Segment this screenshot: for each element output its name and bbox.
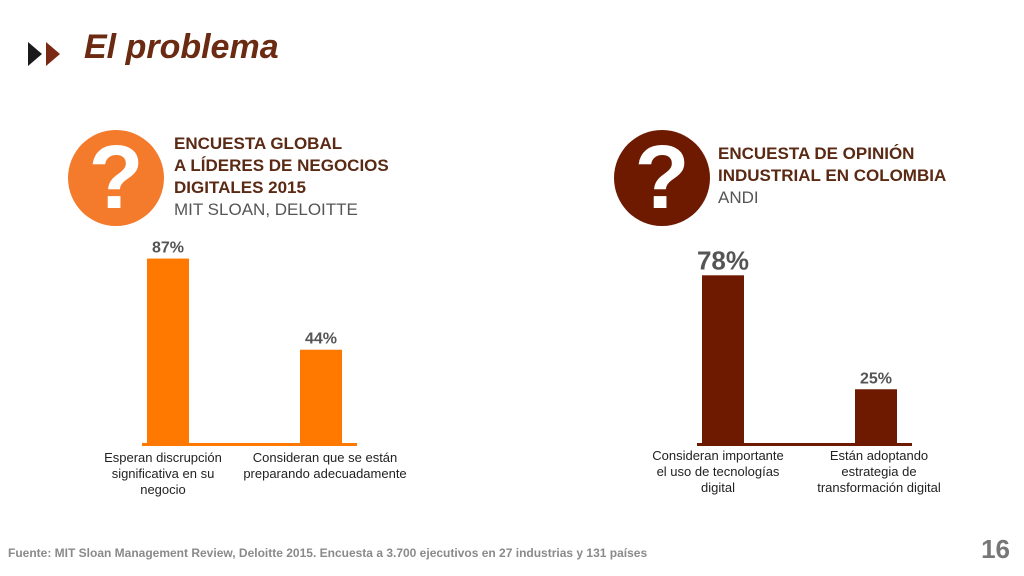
survey-source: ANDI: [718, 188, 759, 207]
data-label: 78%: [697, 245, 749, 275]
question-mark-glyph: ?: [635, 128, 690, 228]
double-play-icon: [28, 42, 60, 66]
survey-heading-line: ENCUESTA GLOBAL: [174, 134, 343, 153]
source-footnote: Fuente: MIT Sloan Management Review, Del…: [8, 546, 648, 560]
data-label: 25%: [860, 370, 892, 387]
survey-heading-line: DIGITALES 2015: [174, 178, 306, 197]
question-mark-glyph: ?: [89, 128, 144, 228]
data-label: 44%: [305, 331, 337, 348]
category-label: Consideran que se están preparando adecu…: [243, 450, 407, 481]
page-number: 16: [981, 534, 1010, 564]
x-axis-line: [697, 443, 912, 446]
x-axis-line: [142, 443, 357, 446]
bar: [855, 389, 897, 443]
bar: [300, 349, 342, 443]
survey-heading-andi: ENCUESTA DE OPINIÓN INDUSTRIAL EN COLOMB…: [718, 143, 946, 209]
survey-heading-global: ENCUESTA GLOBAL A LÍDERES DE NEGOCIOS DI…: [174, 133, 389, 221]
category-label: Están adoptando estrategia de transforma…: [817, 448, 941, 495]
question-mark-icon: ?: [68, 128, 164, 228]
category-label: Esperan discrupción significativa en su …: [104, 450, 222, 497]
survey-heading-line: INDUSTRIAL EN COLOMBIA: [718, 166, 947, 185]
survey-heading-line: ENCUESTA DE OPINIÓN: [718, 144, 915, 163]
bar: [147, 258, 189, 443]
category-label: Consideran importante el uso de tecnolog…: [652, 448, 784, 495]
question-mark-icon: ?: [614, 128, 710, 228]
survey-heading-line: A LÍDERES DE NEGOCIOS: [174, 156, 389, 175]
page-title: El problema: [84, 28, 279, 66]
bar: [702, 275, 744, 443]
survey-source: MIT SLOAN, DELOITTE: [174, 200, 358, 219]
data-label: 87%: [152, 240, 184, 257]
